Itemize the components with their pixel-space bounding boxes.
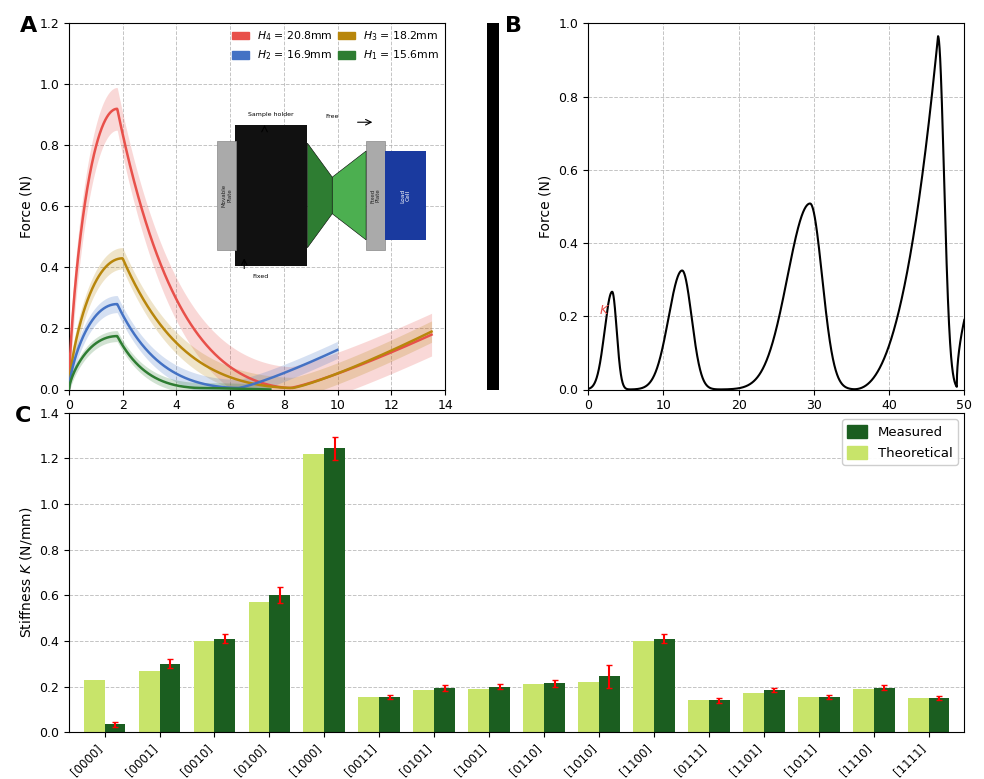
Bar — [84, 680, 104, 732]
Text: B: B — [506, 16, 523, 36]
Bar — [249, 602, 270, 732]
Bar — [764, 690, 784, 732]
Y-axis label: Force (N): Force (N) — [20, 174, 33, 238]
Bar — [798, 697, 819, 732]
Text: C: C — [15, 407, 31, 426]
Bar — [434, 688, 455, 732]
Y-axis label: Force (N): Force (N) — [539, 174, 553, 238]
Bar — [270, 595, 290, 732]
Bar — [358, 697, 379, 732]
Bar — [468, 689, 489, 732]
Bar — [325, 448, 345, 732]
Bar — [104, 724, 126, 732]
Legend: $H_4$ = 20.8mm, $H_2$ = 16.9mm, $H_3$ = 18.2mm, $H_1$ = 15.6mm: $H_4$ = 20.8mm, $H_2$ = 16.9mm, $H_3$ = … — [228, 25, 444, 67]
Bar — [907, 698, 929, 732]
Text: $K$: $K$ — [599, 305, 610, 318]
X-axis label: ΔH (mm): ΔH (mm) — [226, 418, 288, 432]
Bar — [929, 698, 950, 732]
Bar — [523, 685, 544, 732]
Bar — [819, 697, 839, 732]
Bar — [874, 688, 894, 732]
Bar — [413, 690, 434, 732]
Bar — [708, 700, 730, 732]
Bar — [853, 689, 874, 732]
Y-axis label: Stiffness $K$ (N/mm): Stiffness $K$ (N/mm) — [18, 507, 33, 638]
Bar — [633, 641, 654, 732]
X-axis label: ΔH (mm): ΔH (mm) — [745, 418, 807, 432]
Bar — [688, 700, 708, 732]
Bar — [159, 664, 180, 732]
Bar — [743, 693, 764, 732]
Bar — [139, 671, 159, 732]
Bar — [579, 682, 599, 732]
Text: A: A — [20, 16, 37, 36]
Bar — [489, 686, 510, 732]
Bar — [544, 683, 565, 732]
Bar — [599, 676, 620, 732]
Bar — [654, 639, 675, 732]
Bar — [303, 454, 325, 732]
Bar — [194, 641, 215, 732]
Bar — [379, 697, 400, 732]
Bar — [215, 639, 235, 732]
Legend: Measured, Theoretical: Measured, Theoretical — [842, 419, 957, 465]
